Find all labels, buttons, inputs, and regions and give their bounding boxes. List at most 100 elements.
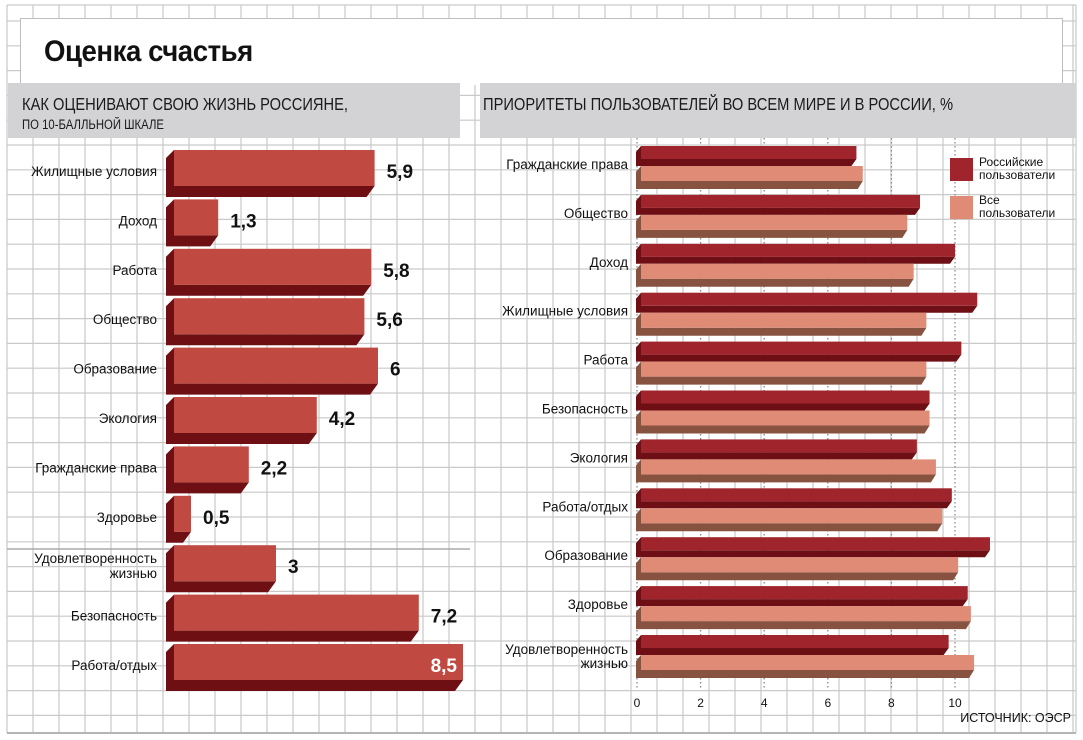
bar-all-users <box>641 361 927 377</box>
category-label: Жилищные условия <box>31 164 157 179</box>
bar-russian-users <box>641 146 857 159</box>
category-label: Гражданские права <box>35 460 157 475</box>
x-tick-label: 10 <box>948 696 962 710</box>
bar <box>174 150 375 186</box>
bar <box>174 446 249 483</box>
x-tick-label: 0 <box>634 696 641 710</box>
bar <box>174 397 317 433</box>
right-bar-group: Здоровье <box>568 586 971 630</box>
x-tick-label: 2 <box>697 696 704 710</box>
value-label: 3 <box>288 557 299 578</box>
bar-all-users <box>641 263 914 279</box>
bar-all-users <box>641 312 927 328</box>
source-note: ИСТОЧНИК: ОЭСР <box>960 711 1071 725</box>
bar-shadow <box>166 199 219 247</box>
legend-swatch <box>950 196 973 219</box>
category-label: Здоровье <box>568 597 628 612</box>
value-label: 5,8 <box>383 261 409 282</box>
bar-shadow-russian <box>636 243 955 264</box>
bar-shadow-russian <box>636 635 949 655</box>
category-label: Экология <box>99 411 157 426</box>
bar-shadow-russian <box>636 488 952 509</box>
bar-shadow-all <box>636 263 914 287</box>
bar-russian-users <box>641 586 968 600</box>
bar <box>174 199 219 236</box>
bar-shadow <box>166 446 249 494</box>
category-label: Доход <box>119 213 157 228</box>
right-chart-header: ПРИОРИТЕТЫ ПОЛЬЗОВАТЕЛЕЙ ВО ВСЕМ МИРЕ И … <box>480 83 1076 138</box>
category-label: Удовлетворенность жизнью <box>34 551 157 581</box>
right-bar-group: Экология <box>570 439 936 483</box>
chart-legend: Российские пользователи Все пользователи <box>950 155 1055 220</box>
bar-all-users <box>641 410 930 426</box>
left-bar-group: Здоровье 0,5 <box>97 495 230 543</box>
bar-shadow-all <box>636 312 927 336</box>
category-label: Работа <box>583 353 628 368</box>
bar-russian-users <box>641 341 962 355</box>
bar-shadow-russian <box>636 194 921 215</box>
bar <box>174 545 276 582</box>
bar-all-users <box>641 557 959 573</box>
value-label: 1,3 <box>230 211 256 232</box>
bar-russian-users <box>641 537 990 551</box>
bar-shadow-all <box>636 606 971 630</box>
bar-shadow-russian <box>636 537 990 558</box>
page-title: Оценка счастья <box>44 35 253 68</box>
category-label: Работа <box>112 263 157 278</box>
right-chart-title: ПРИОРИТЕТЫ ПОЛЬЗОВАТЕЛЕЙ ВО ВСЕМ МИРЕ И … <box>483 94 954 114</box>
left-bar-group: Доход 1,3 <box>119 199 257 247</box>
bar-shadow-all <box>636 508 943 532</box>
category-label: Безопасность <box>542 402 628 417</box>
legend-label: Российские пользователи <box>979 155 1055 182</box>
bar-shadow <box>166 150 375 197</box>
title-panel: Оценка счастья <box>20 18 1063 85</box>
right-bar-group: Безопасность <box>542 390 930 434</box>
bar-russian-users <box>641 488 952 502</box>
bar-shadow <box>166 594 419 642</box>
category-label: Образование <box>544 548 628 563</box>
category-label: Общество <box>564 206 628 221</box>
value-label: 8,5 <box>431 656 458 677</box>
category-label: Работа/отдых <box>542 499 628 514</box>
x-tick-label: 8 <box>888 696 895 710</box>
bar-shadow-russian <box>636 146 857 166</box>
right-bar-group: Удовлетворенность жизнью <box>505 635 975 678</box>
bar-russian-users <box>641 194 921 208</box>
bar-russian-users <box>641 292 978 306</box>
bar-shadow <box>166 545 276 593</box>
left-bar-group: Работа/отдых 8,5 <box>71 644 463 691</box>
bar-shadow <box>166 644 463 691</box>
bar-shadow-all <box>636 459 936 483</box>
x-tick-label: 6 <box>824 696 831 710</box>
left-bar-group: Общество 5,6 <box>93 298 403 346</box>
value-label: 4,2 <box>329 409 355 430</box>
bar-shadow <box>166 397 317 444</box>
bar-shadow-russian <box>636 586 968 607</box>
bar-shadow-russian <box>636 341 962 362</box>
bar-all-users <box>641 166 863 181</box>
bar <box>174 298 365 335</box>
legend-item: Все пользователи <box>950 193 1055 220</box>
bar <box>174 495 191 532</box>
category-label: Гражданские права <box>506 157 628 172</box>
value-label: 2,2 <box>261 458 287 479</box>
right-bar-group: Жилищные условия <box>502 292 978 336</box>
bar-all-users <box>641 214 908 230</box>
bar-shadow-russian <box>636 292 978 313</box>
legend-item: Российские пользователи <box>950 155 1055 182</box>
bar-shadow-all <box>636 655 975 678</box>
category-label: Безопасность <box>71 609 157 624</box>
category-label: Общество <box>93 312 157 327</box>
bar-all-users <box>641 606 971 622</box>
bar-shadow-all <box>636 361 927 385</box>
bar-shadow <box>166 298 365 346</box>
left-chart-header: КАК ОЦЕНИВАЮТ СВОЮ ЖИЗНЬ РОССИЯНЕ, ПО 10… <box>8 83 460 138</box>
left-chart-title: КАК ОЦЕНИВАЮТ СВОЮ ЖИЗНЬ РОССИЯНЕ, <box>22 94 349 114</box>
value-label: 6 <box>390 360 401 381</box>
left-bar-group: Удовлетворенность жизнью 3 <box>34 545 299 593</box>
legend-swatch <box>950 158 973 181</box>
category-label: Доход <box>590 255 628 270</box>
bar-shadow <box>166 347 378 395</box>
bar-shadow <box>166 248 372 296</box>
